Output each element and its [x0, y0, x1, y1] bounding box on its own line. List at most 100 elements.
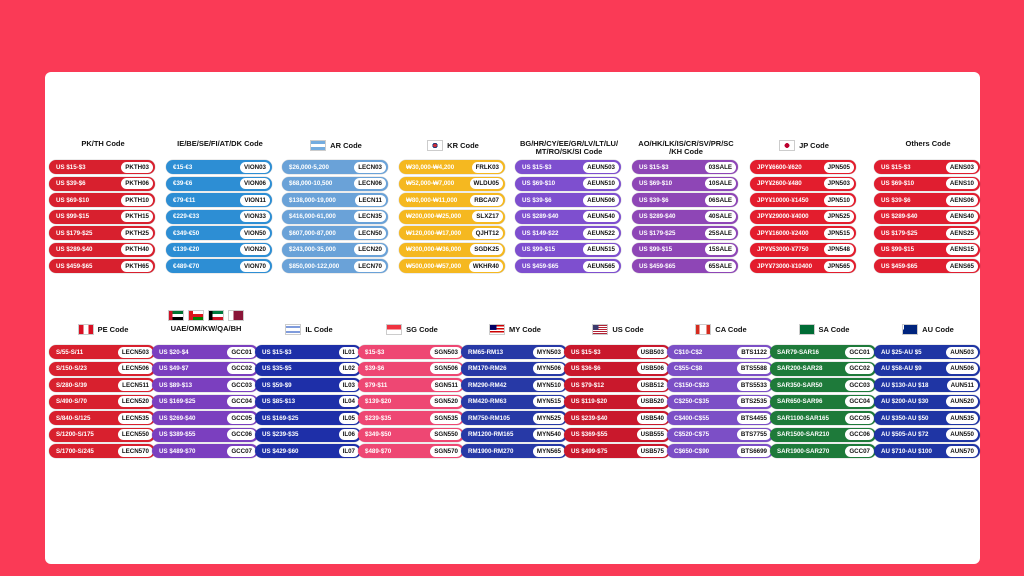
coupon-row[interactable]: C$150-C$23 BTS5533	[667, 378, 773, 392]
coupon-code[interactable]: AENS06	[945, 194, 978, 206]
coupon-row[interactable]: $243,000-35,000 LECN20	[282, 242, 388, 257]
coupon-row[interactable]: C$520-C$75 BTS7755	[667, 427, 773, 442]
coupon-row[interactable]: S/490-S/70 LECN520	[49, 394, 155, 409]
coupon-row[interactable]: AU $350-AU $50 AUN535	[874, 411, 980, 425]
coupon-code[interactable]: GCC01	[845, 346, 874, 358]
coupon-code[interactable]: IL06	[338, 429, 359, 440]
coupon-row[interactable]: AU $710-AU $100 AUN570	[874, 444, 980, 458]
coupon-row[interactable]: C$400-C$55 BTS4455	[667, 411, 773, 425]
coupon-code[interactable]: AEUN515	[583, 244, 619, 255]
coupon-code[interactable]: VION33	[239, 211, 270, 222]
coupon-code[interactable]: LECN11	[354, 194, 386, 206]
coupon-row[interactable]: S/840-S/125 LECN535	[49, 411, 155, 425]
coupon-row[interactable]: $15-$3 SGN503	[358, 345, 464, 359]
coupon-row[interactable]: C$250-C$35 BTS2535	[667, 394, 773, 409]
coupon-code[interactable]: AUN506	[946, 363, 978, 374]
coupon-code[interactable]: LECN506	[117, 363, 153, 374]
coupon-code[interactable]: LECN535	[117, 412, 153, 424]
coupon-code[interactable]: AENS10	[945, 178, 978, 189]
coupon-row[interactable]: US $389-$55 GCC06	[152, 427, 258, 442]
coupon-row[interactable]: US $49-$7 GCC02	[152, 361, 258, 376]
coupon-row[interactable]: C$10-C$2 BTS1122	[667, 345, 773, 359]
coupon-code[interactable]: BTS1122	[737, 346, 771, 358]
coupon-code[interactable]: GCC03	[227, 379, 256, 391]
coupon-code[interactable]: USB520	[636, 396, 668, 407]
coupon-code[interactable]: JPN565	[823, 260, 854, 272]
coupon-row[interactable]: AU $25-AU $5 AUN503	[874, 345, 980, 359]
coupon-code[interactable]: MYN510	[532, 379, 565, 391]
coupon-row[interactable]: RM170-RM26 MYN506	[461, 361, 567, 376]
coupon-code[interactable]: GCC06	[227, 429, 256, 440]
coupon-row[interactable]: US $459-$65 PKTH65	[49, 259, 155, 273]
coupon-code[interactable]: PKTH65	[121, 260, 153, 272]
coupon-row[interactable]: JPY¥10000-¥1450 JPN510	[750, 193, 856, 207]
coupon-code[interactable]: 15SALE	[704, 244, 736, 255]
coupon-row[interactable]: US $36-$6 USB506	[564, 361, 670, 376]
coupon-code[interactable]: AUN535	[946, 412, 978, 424]
coupon-code[interactable]: LECN550	[117, 429, 153, 440]
coupon-row[interactable]: US $289-$40 AENS40	[874, 209, 980, 224]
coupon-code[interactable]: 65SALE	[704, 260, 736, 272]
coupon-row[interactable]: $489-$70 SGN570	[358, 444, 464, 458]
coupon-code[interactable]: JPN505	[823, 161, 854, 173]
coupon-code[interactable]: JPN525	[823, 211, 854, 222]
coupon-code[interactable]: PKTH03	[121, 161, 153, 173]
coupon-code[interactable]: GCC06	[845, 429, 874, 440]
coupon-row[interactable]: S/150-S/23 LECN506	[49, 361, 155, 376]
coupon-row[interactable]: C$650-C$90 BTS6699	[667, 444, 773, 458]
coupon-code[interactable]: BTS2535	[736, 396, 771, 407]
coupon-code[interactable]: MYN503	[532, 346, 565, 358]
coupon-row[interactable]: $26,000-5,200 LECN03	[282, 160, 388, 174]
coupon-code[interactable]: MYN525	[532, 412, 565, 424]
coupon-row[interactable]: US $15-$3 03SALE	[632, 160, 738, 174]
coupon-row[interactable]: ₩80,000-₩11,000 RBCA07	[399, 193, 505, 207]
coupon-code[interactable]: AENS25	[945, 227, 978, 239]
coupon-row[interactable]: SAR1100-SAR165 GCC05	[770, 411, 876, 425]
coupon-row[interactable]: ₩52,000-₩7,000 WLDU05	[399, 176, 505, 191]
coupon-code[interactable]: LECN03	[354, 161, 386, 173]
coupon-row[interactable]: JPY¥29000-¥4000 JPN525	[750, 209, 856, 224]
coupon-code[interactable]: JPN515	[823, 227, 854, 239]
coupon-code[interactable]: 03SALE	[704, 161, 736, 173]
coupon-row[interactable]: ₩30,000-₩4,200 FRLK03	[399, 160, 505, 174]
coupon-code[interactable]: GCC05	[227, 412, 256, 424]
coupon-code[interactable]: QJHT12	[471, 227, 503, 239]
coupon-code[interactable]: LECN511	[118, 379, 153, 391]
coupon-row[interactable]: US $179-$25 AENS25	[874, 226, 980, 240]
coupon-row[interactable]: $39-$6 SGN506	[358, 361, 464, 376]
coupon-row[interactable]: US $179-$25 25SALE	[632, 226, 738, 240]
coupon-row[interactable]: SAR200-SAR28 GCC02	[770, 361, 876, 376]
coupon-row[interactable]: $850,000-122,000 LECN70	[282, 259, 388, 273]
coupon-code[interactable]: LECN570	[117, 445, 153, 457]
coupon-code[interactable]: BTS4455	[736, 412, 771, 424]
coupon-code[interactable]: JPN510	[823, 194, 854, 206]
coupon-row[interactable]: US $459-$65 AENS65	[874, 259, 980, 273]
coupon-row[interactable]: $239-$35 SGN535	[358, 411, 464, 425]
coupon-code[interactable]: USB503	[636, 346, 668, 358]
coupon-code[interactable]: BTS5533	[736, 379, 771, 391]
coupon-code[interactable]: VION06	[239, 178, 270, 189]
coupon-code[interactable]: SGN503	[430, 346, 462, 358]
coupon-row[interactable]: RM65-RM13 MYN503	[461, 345, 567, 359]
coupon-code[interactable]: IL03	[338, 379, 359, 391]
coupon-code[interactable]: WKHR40	[468, 260, 503, 272]
coupon-row[interactable]: $349-$50 SGN550	[358, 427, 464, 442]
coupon-code[interactable]: AEUN565	[583, 260, 619, 272]
coupon-row[interactable]: SAR79-SAR16 GCC01	[770, 345, 876, 359]
coupon-code[interactable]: AUN503	[946, 346, 978, 358]
coupon-row[interactable]: US $79-$12 USB512	[564, 378, 670, 392]
coupon-row[interactable]: US $89-$13 GCC03	[152, 378, 258, 392]
coupon-code[interactable]: AUN511	[946, 379, 978, 391]
coupon-code[interactable]: AEUN510	[583, 178, 619, 189]
coupon-code[interactable]: 10SALE	[704, 178, 736, 189]
coupon-code[interactable]: PKTH25	[121, 227, 153, 239]
coupon-code[interactable]: LECN06	[354, 178, 386, 189]
coupon-row[interactable]: JPY¥53000-¥7750 JPN548	[750, 242, 856, 257]
coupon-row[interactable]: €139-€20 VION20	[166, 242, 272, 257]
coupon-code[interactable]: GCC02	[845, 363, 874, 374]
coupon-row[interactable]: ₩200,000-₩25,000 SLXZ17	[399, 209, 505, 224]
coupon-code[interactable]: AEUN506	[583, 194, 619, 206]
coupon-code[interactable]: 06SALE	[704, 194, 736, 206]
coupon-code[interactable]: JPN548	[823, 244, 854, 255]
coupon-row[interactable]: S/1700-S/245 LECN570	[49, 444, 155, 458]
